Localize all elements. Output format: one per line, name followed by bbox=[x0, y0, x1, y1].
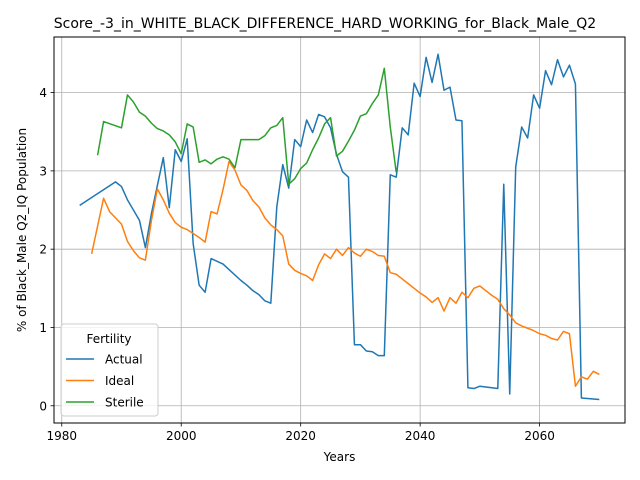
series-line-ideal bbox=[90, 160, 600, 387]
y-tick-label: 0 bbox=[39, 399, 47, 413]
legend-title: Fertility bbox=[86, 332, 131, 346]
chart-title: Score_-3_in_WHITE_BLACK_DIFFERENCE_HARD_… bbox=[54, 16, 596, 32]
legend-label-sterile: Sterile bbox=[105, 396, 144, 410]
legend-box bbox=[60, 323, 159, 417]
y-tick-label: 1 bbox=[39, 321, 47, 335]
x-tick-label: 1980 bbox=[46, 429, 77, 443]
x-tick-label: 2060 bbox=[524, 429, 555, 443]
y-tick-label: 2 bbox=[39, 243, 47, 257]
y-tick-label: 4 bbox=[39, 86, 47, 100]
y-tick-label: 3 bbox=[39, 164, 47, 178]
series-line-sterile bbox=[96, 67, 397, 185]
plot-frame bbox=[53, 36, 626, 424]
legend: Fertility Actual Ideal Sterile bbox=[60, 323, 159, 417]
series-lines bbox=[79, 53, 600, 401]
x-axis-label: Years bbox=[323, 450, 356, 464]
legend-label-actual: Actual bbox=[105, 353, 143, 367]
x-tick-label: 2000 bbox=[166, 429, 197, 443]
y-axis-label: % of Black_Male Q2_IQ Population bbox=[15, 128, 29, 332]
axis-ticks: 1980 2000 2020 2040 2060 0 1 2 3 4 bbox=[39, 86, 555, 443]
legend-items: Actual Ideal Sterile bbox=[66, 353, 144, 410]
x-tick-label: 2040 bbox=[405, 429, 436, 443]
x-tick-label: 2020 bbox=[285, 429, 316, 443]
legend-label-ideal: Ideal bbox=[105, 374, 134, 388]
